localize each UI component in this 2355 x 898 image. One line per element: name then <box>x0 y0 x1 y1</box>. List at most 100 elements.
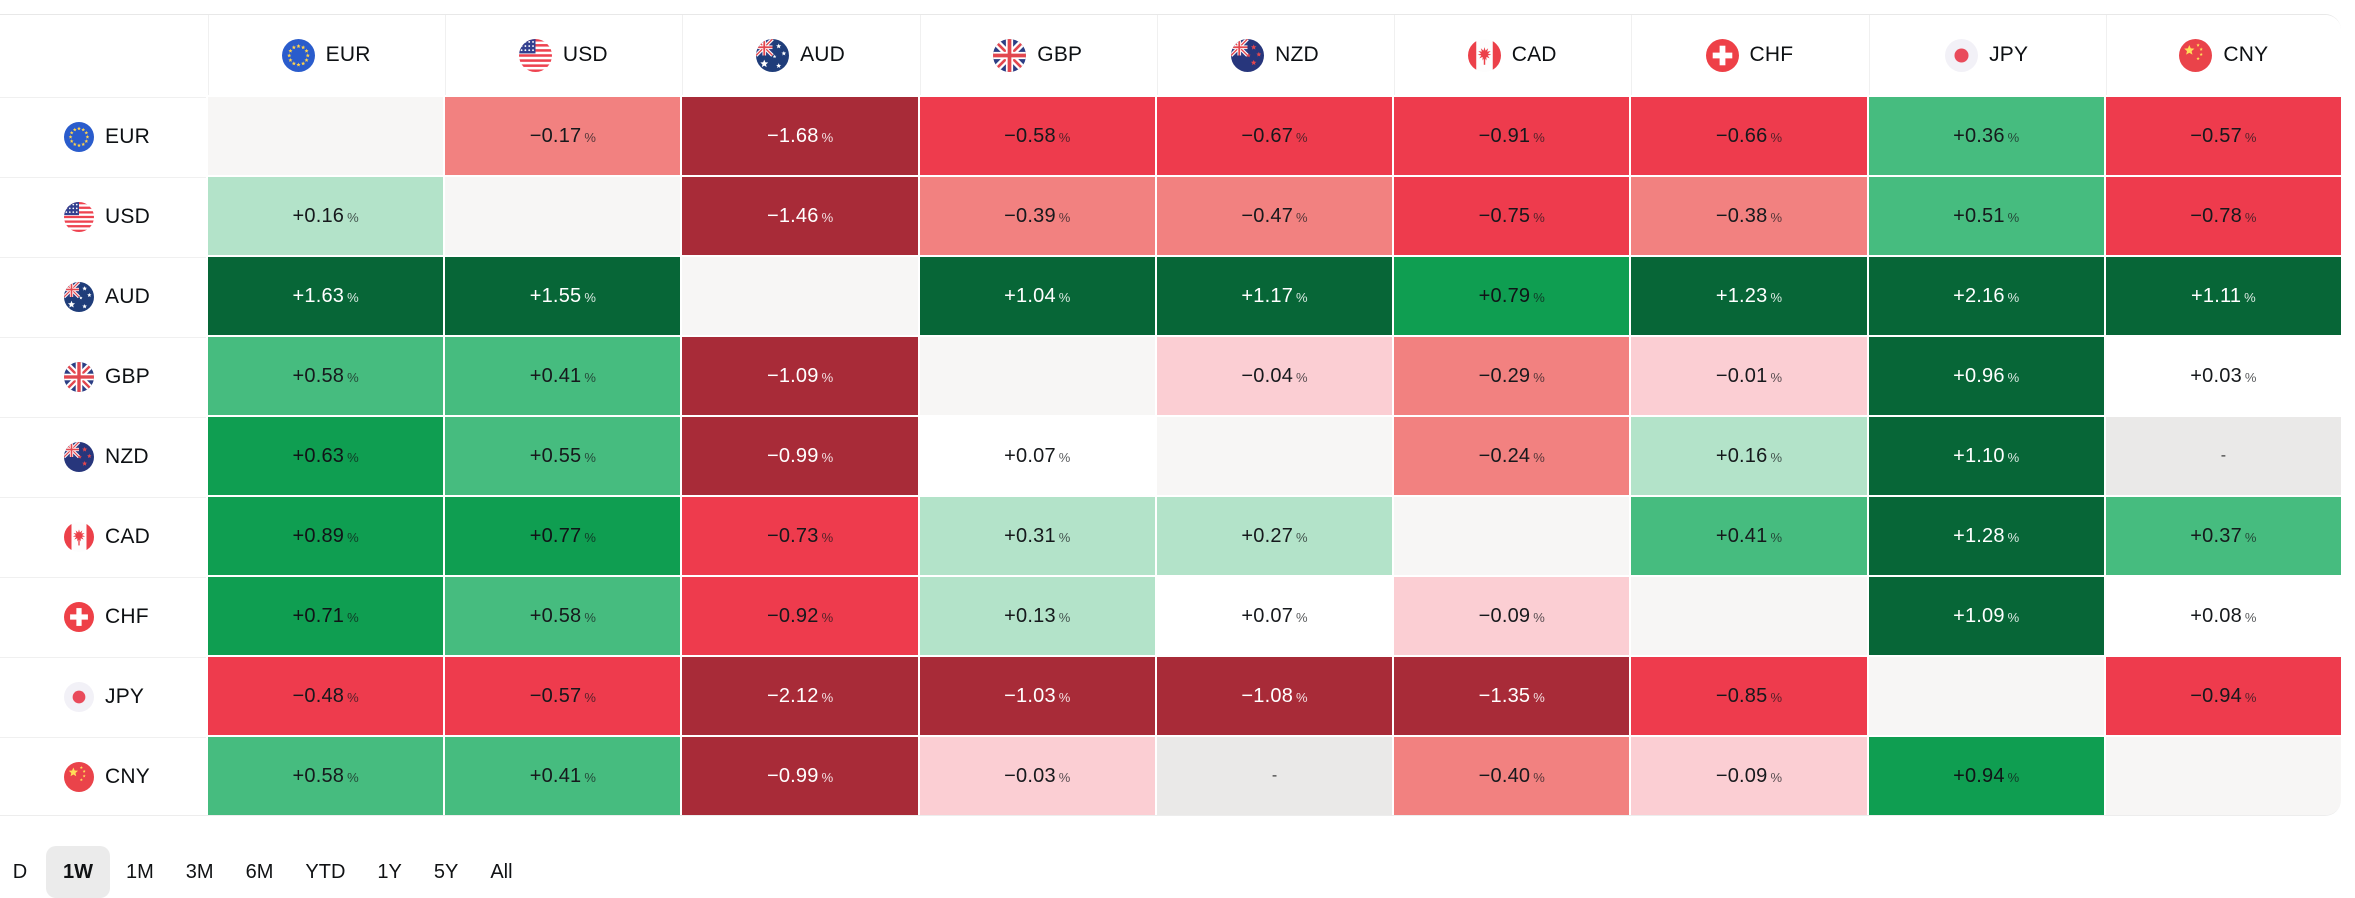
column-header-label: EUR <box>325 43 371 66</box>
cell-cad-cad[interactable] <box>1394 497 1630 575</box>
cell-chf-cny[interactable]: +0.08% <box>2105 577 2341 655</box>
cell-chf-jpy[interactable]: +1.09% <box>1868 577 2104 655</box>
cell-eur-jpy[interactable]: +0.36% <box>1868 97 2104 175</box>
cell-usd-cny[interactable]: −0.78% <box>2105 177 2341 255</box>
cell-cad-jpy[interactable]: +1.28% <box>1868 497 2104 575</box>
cell-eur-cad[interactable]: −0.91% <box>1394 97 1630 175</box>
row-header-cad: CAD <box>0 497 206 575</box>
column-header-usd: USD <box>445 15 681 95</box>
cell-aud-chf[interactable]: +1.23% <box>1631 257 1867 335</box>
cell-eur-aud[interactable]: −1.68% <box>682 97 918 175</box>
cell-nzd-gbp[interactable]: +0.07% <box>919 417 1155 495</box>
cell-jpy-eur[interactable]: −0.48% <box>208 657 444 735</box>
cell-usd-usd[interactable] <box>445 177 681 255</box>
period-button-all[interactable]: All <box>474 846 528 898</box>
cell-cny-usd[interactable]: +0.41% <box>445 737 681 815</box>
cell-aud-eur[interactable]: +1.63% <box>208 257 444 335</box>
cell-chf-aud[interactable]: −0.92% <box>682 577 918 655</box>
cell-jpy-usd[interactable]: −0.57% <box>445 657 681 735</box>
cell-gbp-cad[interactable]: −0.29% <box>1394 337 1630 415</box>
cell-usd-chf[interactable]: −0.38% <box>1631 177 1867 255</box>
cell-nzd-usd[interactable]: +0.55% <box>445 417 681 495</box>
cell-chf-cad[interactable]: −0.09% <box>1394 577 1630 655</box>
period-button-d[interactable]: D <box>0 846 46 898</box>
cell-cad-cny[interactable]: +0.37% <box>2105 497 2341 575</box>
cell-cny-chf[interactable]: −0.09% <box>1631 737 1867 815</box>
cell-cad-gbp[interactable]: +0.31% <box>919 497 1155 575</box>
cell-usd-aud[interactable]: −1.46% <box>682 177 918 255</box>
cell-chf-chf[interactable] <box>1631 577 1867 655</box>
cell-value: +2.16 <box>1953 284 2005 307</box>
row-header-usd: USD <box>0 177 206 255</box>
cell-aud-cad[interactable]: +0.79% <box>1394 257 1630 335</box>
cell-gbp-nzd[interactable]: −0.04% <box>1156 337 1393 415</box>
cell-aud-jpy[interactable]: +2.16% <box>1868 257 2104 335</box>
cell-nzd-eur[interactable]: +0.63% <box>208 417 444 495</box>
period-button-3m[interactable]: 3M <box>170 846 230 898</box>
cell-nzd-aud[interactable]: −0.99% <box>682 417 918 495</box>
cell-chf-gbp[interactable]: +0.13% <box>919 577 1155 655</box>
cell-cad-chf[interactable]: +0.41% <box>1631 497 1867 575</box>
cell-gbp-usd[interactable]: +0.41% <box>445 337 681 415</box>
cell-gbp-cny[interactable]: +0.03% <box>2105 337 2341 415</box>
cell-cny-cny[interactable] <box>2105 737 2341 815</box>
cell-aud-usd[interactable]: +1.55% <box>445 257 681 335</box>
cell-value: −0.09 <box>1715 764 1768 787</box>
cell-jpy-gbp[interactable]: −1.03% <box>919 657 1155 735</box>
cell-cad-nzd[interactable]: +0.27% <box>1156 497 1393 575</box>
cell-eur-eur[interactable] <box>208 97 444 175</box>
period-button-1y[interactable]: 1Y <box>361 846 417 898</box>
period-button-5y[interactable]: 5Y <box>418 846 474 898</box>
cell-gbp-eur[interactable]: +0.58% <box>208 337 444 415</box>
nzd-flag-icon <box>1231 38 1265 72</box>
cell-usd-nzd[interactable]: −0.47% <box>1156 177 1393 255</box>
cell-cny-gbp[interactable]: −0.03% <box>919 737 1155 815</box>
cell-nzd-chf[interactable]: +0.16% <box>1631 417 1867 495</box>
cell-aud-aud[interactable] <box>682 257 918 335</box>
cell-cad-eur[interactable]: +0.89% <box>208 497 444 575</box>
cell-chf-usd[interactable]: +0.58% <box>445 577 681 655</box>
cell-eur-gbp[interactable]: −0.58% <box>919 97 1155 175</box>
cell-jpy-chf[interactable]: −0.85% <box>1631 657 1867 735</box>
cell-usd-gbp[interactable]: −0.39% <box>919 177 1155 255</box>
period-button-1m[interactable]: 1M <box>110 846 170 898</box>
cell-jpy-cny[interactable]: −0.94% <box>2105 657 2341 735</box>
cell-jpy-jpy[interactable] <box>1868 657 2104 735</box>
cell-usd-eur[interactable]: +0.16% <box>208 177 444 255</box>
cell-nzd-jpy[interactable]: +1.10% <box>1868 417 2104 495</box>
cell-eur-nzd[interactable]: −0.67% <box>1156 97 1393 175</box>
cell-cny-eur[interactable]: +0.58% <box>208 737 444 815</box>
cell-gbp-chf[interactable]: −0.01% <box>1631 337 1867 415</box>
cell-cad-aud[interactable]: −0.73% <box>682 497 918 575</box>
cell-chf-eur[interactable]: +0.71% <box>208 577 444 655</box>
period-button-ytd[interactable]: YTD <box>289 846 361 898</box>
cell-nzd-nzd[interactable] <box>1156 417 1393 495</box>
cell-cad-usd[interactable]: +0.77% <box>445 497 681 575</box>
cell-aud-cny[interactable]: +1.11% <box>2105 257 2341 335</box>
cell-aud-gbp[interactable]: +1.04% <box>919 257 1155 335</box>
cell-cny-cad[interactable]: −0.40% <box>1394 737 1630 815</box>
cell-nzd-cad[interactable]: −0.24% <box>1394 417 1630 495</box>
period-button-1w[interactable]: 1W <box>46 846 110 898</box>
cell-jpy-cad[interactable]: −1.35% <box>1394 657 1630 735</box>
cell-eur-usd[interactable]: −0.17% <box>445 97 681 175</box>
cell-nzd-cny[interactable]: - <box>2105 417 2341 495</box>
cell-cny-aud[interactable]: −0.99% <box>682 737 918 815</box>
cell-gbp-jpy[interactable]: +0.96% <box>1868 337 2104 415</box>
cell-gbp-aud[interactable]: −1.09% <box>682 337 918 415</box>
percent-sign: % <box>347 529 359 545</box>
cell-jpy-nzd[interactable]: −1.08% <box>1156 657 1393 735</box>
cell-chf-nzd[interactable]: +0.07% <box>1156 577 1393 655</box>
cell-aud-nzd[interactable]: +1.17% <box>1156 257 1393 335</box>
cell-usd-cad[interactable]: −0.75% <box>1394 177 1630 255</box>
cell-value: −0.92 <box>766 604 819 627</box>
cell-cny-jpy[interactable]: +0.94% <box>1868 737 2104 815</box>
percent-sign: % <box>347 449 359 465</box>
cell-eur-cny[interactable]: −0.57% <box>2105 97 2341 175</box>
cell-jpy-aud[interactable]: −2.12% <box>682 657 918 735</box>
cell-usd-jpy[interactable]: +0.51% <box>1868 177 2104 255</box>
cell-cny-nzd[interactable]: - <box>1156 737 1393 815</box>
period-button-6m[interactable]: 6M <box>230 846 290 898</box>
cell-eur-chf[interactable]: −0.66% <box>1631 97 1867 175</box>
cell-gbp-gbp[interactable] <box>919 337 1155 415</box>
